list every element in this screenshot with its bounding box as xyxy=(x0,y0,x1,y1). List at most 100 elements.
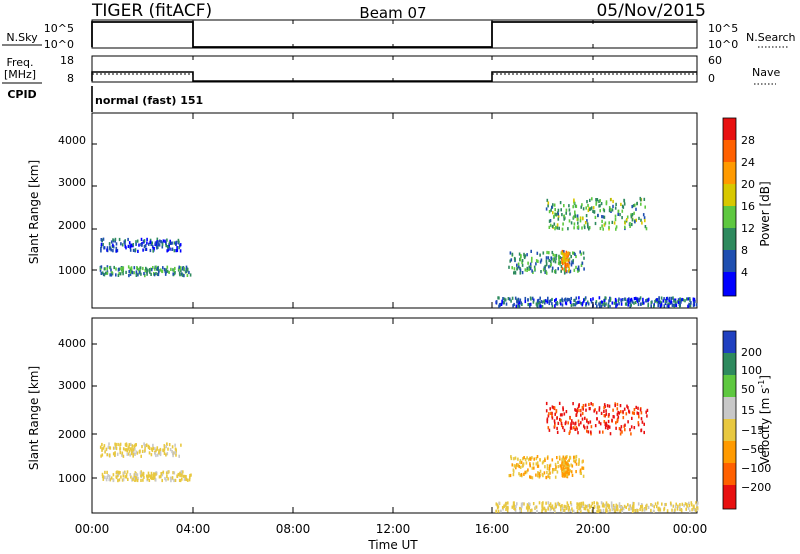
velocity-point xyxy=(520,507,522,511)
power-point xyxy=(554,270,557,274)
power-point xyxy=(178,240,180,244)
power-point xyxy=(515,304,518,308)
velocity-point xyxy=(115,445,117,449)
power-point xyxy=(587,225,589,229)
velocity-point xyxy=(116,470,118,474)
power-point xyxy=(550,260,552,264)
velocity-point xyxy=(563,472,565,476)
velocity-point xyxy=(154,447,156,451)
power-point xyxy=(562,254,565,258)
velocity-point xyxy=(687,506,690,510)
power-point xyxy=(595,301,597,305)
velocity-cbar-label: Velocity [m s-1] xyxy=(757,375,772,465)
cpid-text: normal (fast) 151 xyxy=(95,94,203,107)
power-point xyxy=(106,267,108,271)
power-point xyxy=(563,268,566,272)
velocity-point xyxy=(140,478,142,482)
velocity-point xyxy=(180,470,183,474)
velocity-point xyxy=(171,445,174,449)
velocity-point xyxy=(519,473,522,477)
velocity-point xyxy=(567,503,569,507)
power-point xyxy=(639,198,642,202)
velocity-point xyxy=(650,503,652,507)
velocity-point xyxy=(496,503,499,507)
velocity-point xyxy=(618,504,621,508)
velocity-point xyxy=(147,475,149,479)
power-point xyxy=(551,224,554,228)
velocity-point xyxy=(545,501,547,505)
velocity-point xyxy=(556,416,558,420)
power-point xyxy=(555,212,557,217)
velocity-point xyxy=(122,474,125,478)
velocity-point xyxy=(574,460,576,464)
velocity-point xyxy=(545,508,547,513)
velocity-point xyxy=(189,475,191,480)
power-point xyxy=(115,242,118,246)
velocity-point xyxy=(569,430,571,434)
power-point xyxy=(106,265,109,269)
power-point xyxy=(505,302,508,306)
velocity-point xyxy=(581,406,584,410)
velocity-point xyxy=(130,475,132,479)
velocity-point xyxy=(539,458,541,462)
velocity-point xyxy=(115,446,118,451)
power-plot-frame xyxy=(91,112,698,309)
velocity-point xyxy=(603,414,606,418)
velocity-point xyxy=(599,509,601,513)
velocity-point xyxy=(575,454,578,459)
velocity-point xyxy=(168,443,171,447)
velocity-point xyxy=(593,505,595,510)
power-point xyxy=(132,248,135,252)
power-point xyxy=(663,297,665,301)
power-point xyxy=(561,251,563,255)
power-point xyxy=(564,262,567,266)
power-point xyxy=(130,266,133,270)
power-point xyxy=(647,299,649,303)
power-point xyxy=(106,271,109,275)
power-point xyxy=(630,215,633,219)
power-point xyxy=(502,297,504,301)
power-point xyxy=(558,226,560,230)
nave-tick-top: 60 xyxy=(708,54,722,67)
power-point xyxy=(577,267,580,271)
velocity-point xyxy=(183,477,186,481)
power-point xyxy=(614,214,617,218)
power-point xyxy=(583,299,585,303)
power-point xyxy=(511,252,514,256)
power-point xyxy=(598,302,600,306)
velocity-point xyxy=(160,475,162,479)
power-point xyxy=(678,300,681,305)
velocity-point xyxy=(144,444,146,448)
velocity-point xyxy=(566,455,568,459)
power-point xyxy=(555,297,557,302)
power-point xyxy=(644,205,646,209)
velocity-point xyxy=(554,505,556,509)
velocity-point xyxy=(180,472,183,476)
velocity-point xyxy=(627,406,629,410)
velocity-point xyxy=(529,509,532,513)
velocity-point xyxy=(568,472,570,476)
velocity-point xyxy=(534,505,537,509)
power-point xyxy=(624,221,626,225)
power-point xyxy=(130,268,133,272)
power-point xyxy=(576,301,578,305)
power-point xyxy=(524,299,527,304)
power-point xyxy=(643,197,646,201)
power-point xyxy=(586,219,588,223)
power-point xyxy=(509,251,512,255)
power-point xyxy=(559,256,561,260)
power-point xyxy=(588,227,590,231)
power-point xyxy=(177,238,180,242)
power-point xyxy=(548,251,550,255)
power-point xyxy=(188,270,190,275)
power-ytick-2000: 2000 xyxy=(58,219,86,232)
power-point xyxy=(605,202,608,206)
power-colorbar: 28 24 20 16 12 8 4 Power [dB] xyxy=(722,117,772,297)
velocity-point xyxy=(633,502,635,506)
velocity-point xyxy=(135,476,137,480)
velocity-point xyxy=(528,506,531,510)
power-point xyxy=(668,304,670,308)
power-ytick-1000: 1000 xyxy=(58,264,86,277)
power-point xyxy=(540,270,542,274)
power-point xyxy=(142,266,144,271)
